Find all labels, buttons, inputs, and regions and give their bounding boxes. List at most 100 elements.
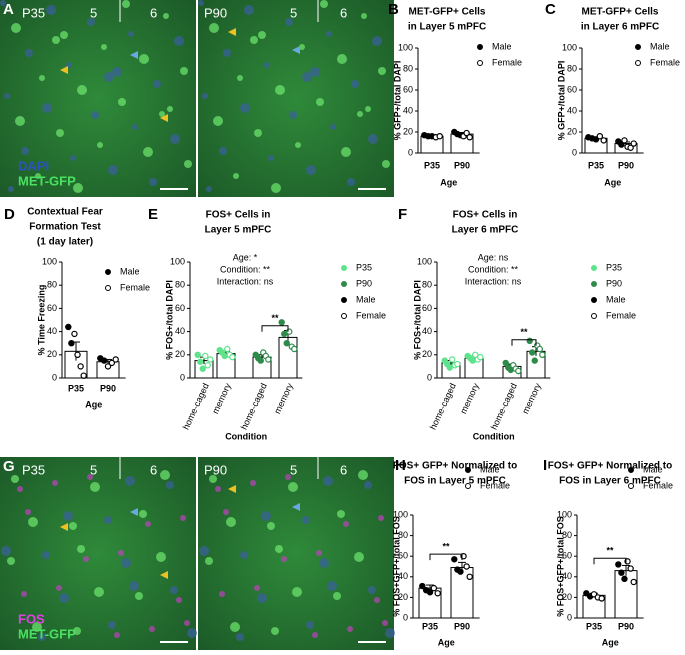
chart-title: FOS+ GFP+ Normalized to <box>393 461 517 472</box>
cell <box>163 13 169 19</box>
cell <box>77 545 85 553</box>
cell <box>180 515 186 521</box>
data-point <box>596 132 604 140</box>
cell <box>254 585 260 591</box>
annotation: Age: * <box>233 252 258 262</box>
chart-title: FOS+ Cells in <box>453 210 518 221</box>
cell <box>292 587 302 597</box>
cell <box>7 557 15 565</box>
x-tick-label: memory <box>272 381 295 415</box>
legend-label: Male <box>120 266 140 276</box>
legend-label: P90 <box>356 278 372 288</box>
data-point <box>457 568 464 575</box>
micrograph <box>0 0 196 197</box>
y-tick-label: 80 <box>567 63 577 73</box>
cell <box>166 481 174 489</box>
cell <box>289 111 297 119</box>
cell <box>267 522 275 530</box>
cell <box>205 557 213 565</box>
arrowhead <box>60 523 68 531</box>
image-label: P35 <box>22 462 45 477</box>
image-legend: FOS <box>18 611 45 626</box>
cell <box>198 0 204 6</box>
chart-title: Layer 6 mPFC <box>452 225 519 236</box>
legend-label: Male <box>480 464 500 474</box>
cell <box>257 593 267 603</box>
data-point <box>451 556 458 563</box>
data-point <box>621 137 628 144</box>
legend-label: Male <box>643 464 663 474</box>
cell <box>28 517 38 527</box>
cell <box>327 581 337 591</box>
cell <box>351 80 359 88</box>
y-tick-label: 60 <box>422 303 432 313</box>
cell <box>368 134 378 144</box>
cell <box>87 18 95 26</box>
cell <box>56 585 62 591</box>
image-legend: MET-GFP <box>18 173 76 188</box>
y-tick-label: 100 <box>562 42 577 52</box>
cell <box>372 36 382 46</box>
cell <box>299 44 305 50</box>
cell <box>104 516 112 524</box>
x-tick-label: home-caged <box>428 382 458 432</box>
chart-title: in Layer 5 mPFC <box>408 22 486 33</box>
y-tick-label: 0 <box>403 612 408 622</box>
cell <box>258 31 266 39</box>
y-tick-label: 20 <box>567 126 577 136</box>
cell <box>233 173 239 179</box>
panel-letter: E <box>148 206 158 223</box>
chart-title: MET-GFP+ Cells <box>409 7 486 18</box>
cell <box>275 545 283 553</box>
y-tick-label: 0 <box>427 372 432 382</box>
cell <box>8 186 14 192</box>
image-label: 5 <box>90 462 97 477</box>
cell <box>174 36 184 46</box>
chart-title: FOS in Layer 5 mPFC <box>404 476 506 487</box>
data-point <box>526 337 533 345</box>
cell <box>170 134 180 144</box>
cell <box>288 482 298 492</box>
data-point <box>71 330 78 338</box>
y-tick-label: 40 <box>47 326 57 336</box>
cell <box>199 546 209 556</box>
data-point <box>104 363 112 370</box>
cell <box>219 147 227 155</box>
image-label: P90 <box>204 5 227 20</box>
legend-marker <box>105 285 111 291</box>
data-point <box>434 590 441 597</box>
cell <box>114 632 120 638</box>
cell <box>310 67 320 77</box>
cell <box>250 36 258 44</box>
data-point <box>108 359 116 367</box>
cell <box>145 521 151 527</box>
cell <box>295 142 301 148</box>
cell <box>337 510 345 518</box>
image-label: 5 <box>290 5 297 20</box>
x-tick-label: P35 <box>586 621 602 631</box>
panel-letter: A <box>3 1 14 18</box>
cell <box>135 592 143 600</box>
y-tick-label: 80 <box>398 530 408 540</box>
data-point <box>531 357 538 364</box>
cell <box>337 54 347 64</box>
cell <box>112 67 122 77</box>
cell <box>358 470 368 480</box>
y-tick-label: 60 <box>175 303 185 313</box>
data-point <box>466 573 473 581</box>
image-label: P35 <box>22 5 45 20</box>
legend-marker <box>628 483 634 489</box>
cell <box>153 80 161 88</box>
y-axis-label: % GFP+/total DAPI <box>556 61 566 141</box>
cell <box>32 622 42 632</box>
panel-letter: B <box>388 1 399 18</box>
data-point <box>265 356 272 363</box>
cell <box>347 626 353 632</box>
cell <box>108 621 116 629</box>
cell <box>223 49 231 57</box>
y-tick-label: 20 <box>562 592 572 602</box>
panel-letter: F <box>398 206 407 223</box>
cell <box>306 621 314 629</box>
cell <box>213 116 223 126</box>
cell <box>149 178 157 186</box>
